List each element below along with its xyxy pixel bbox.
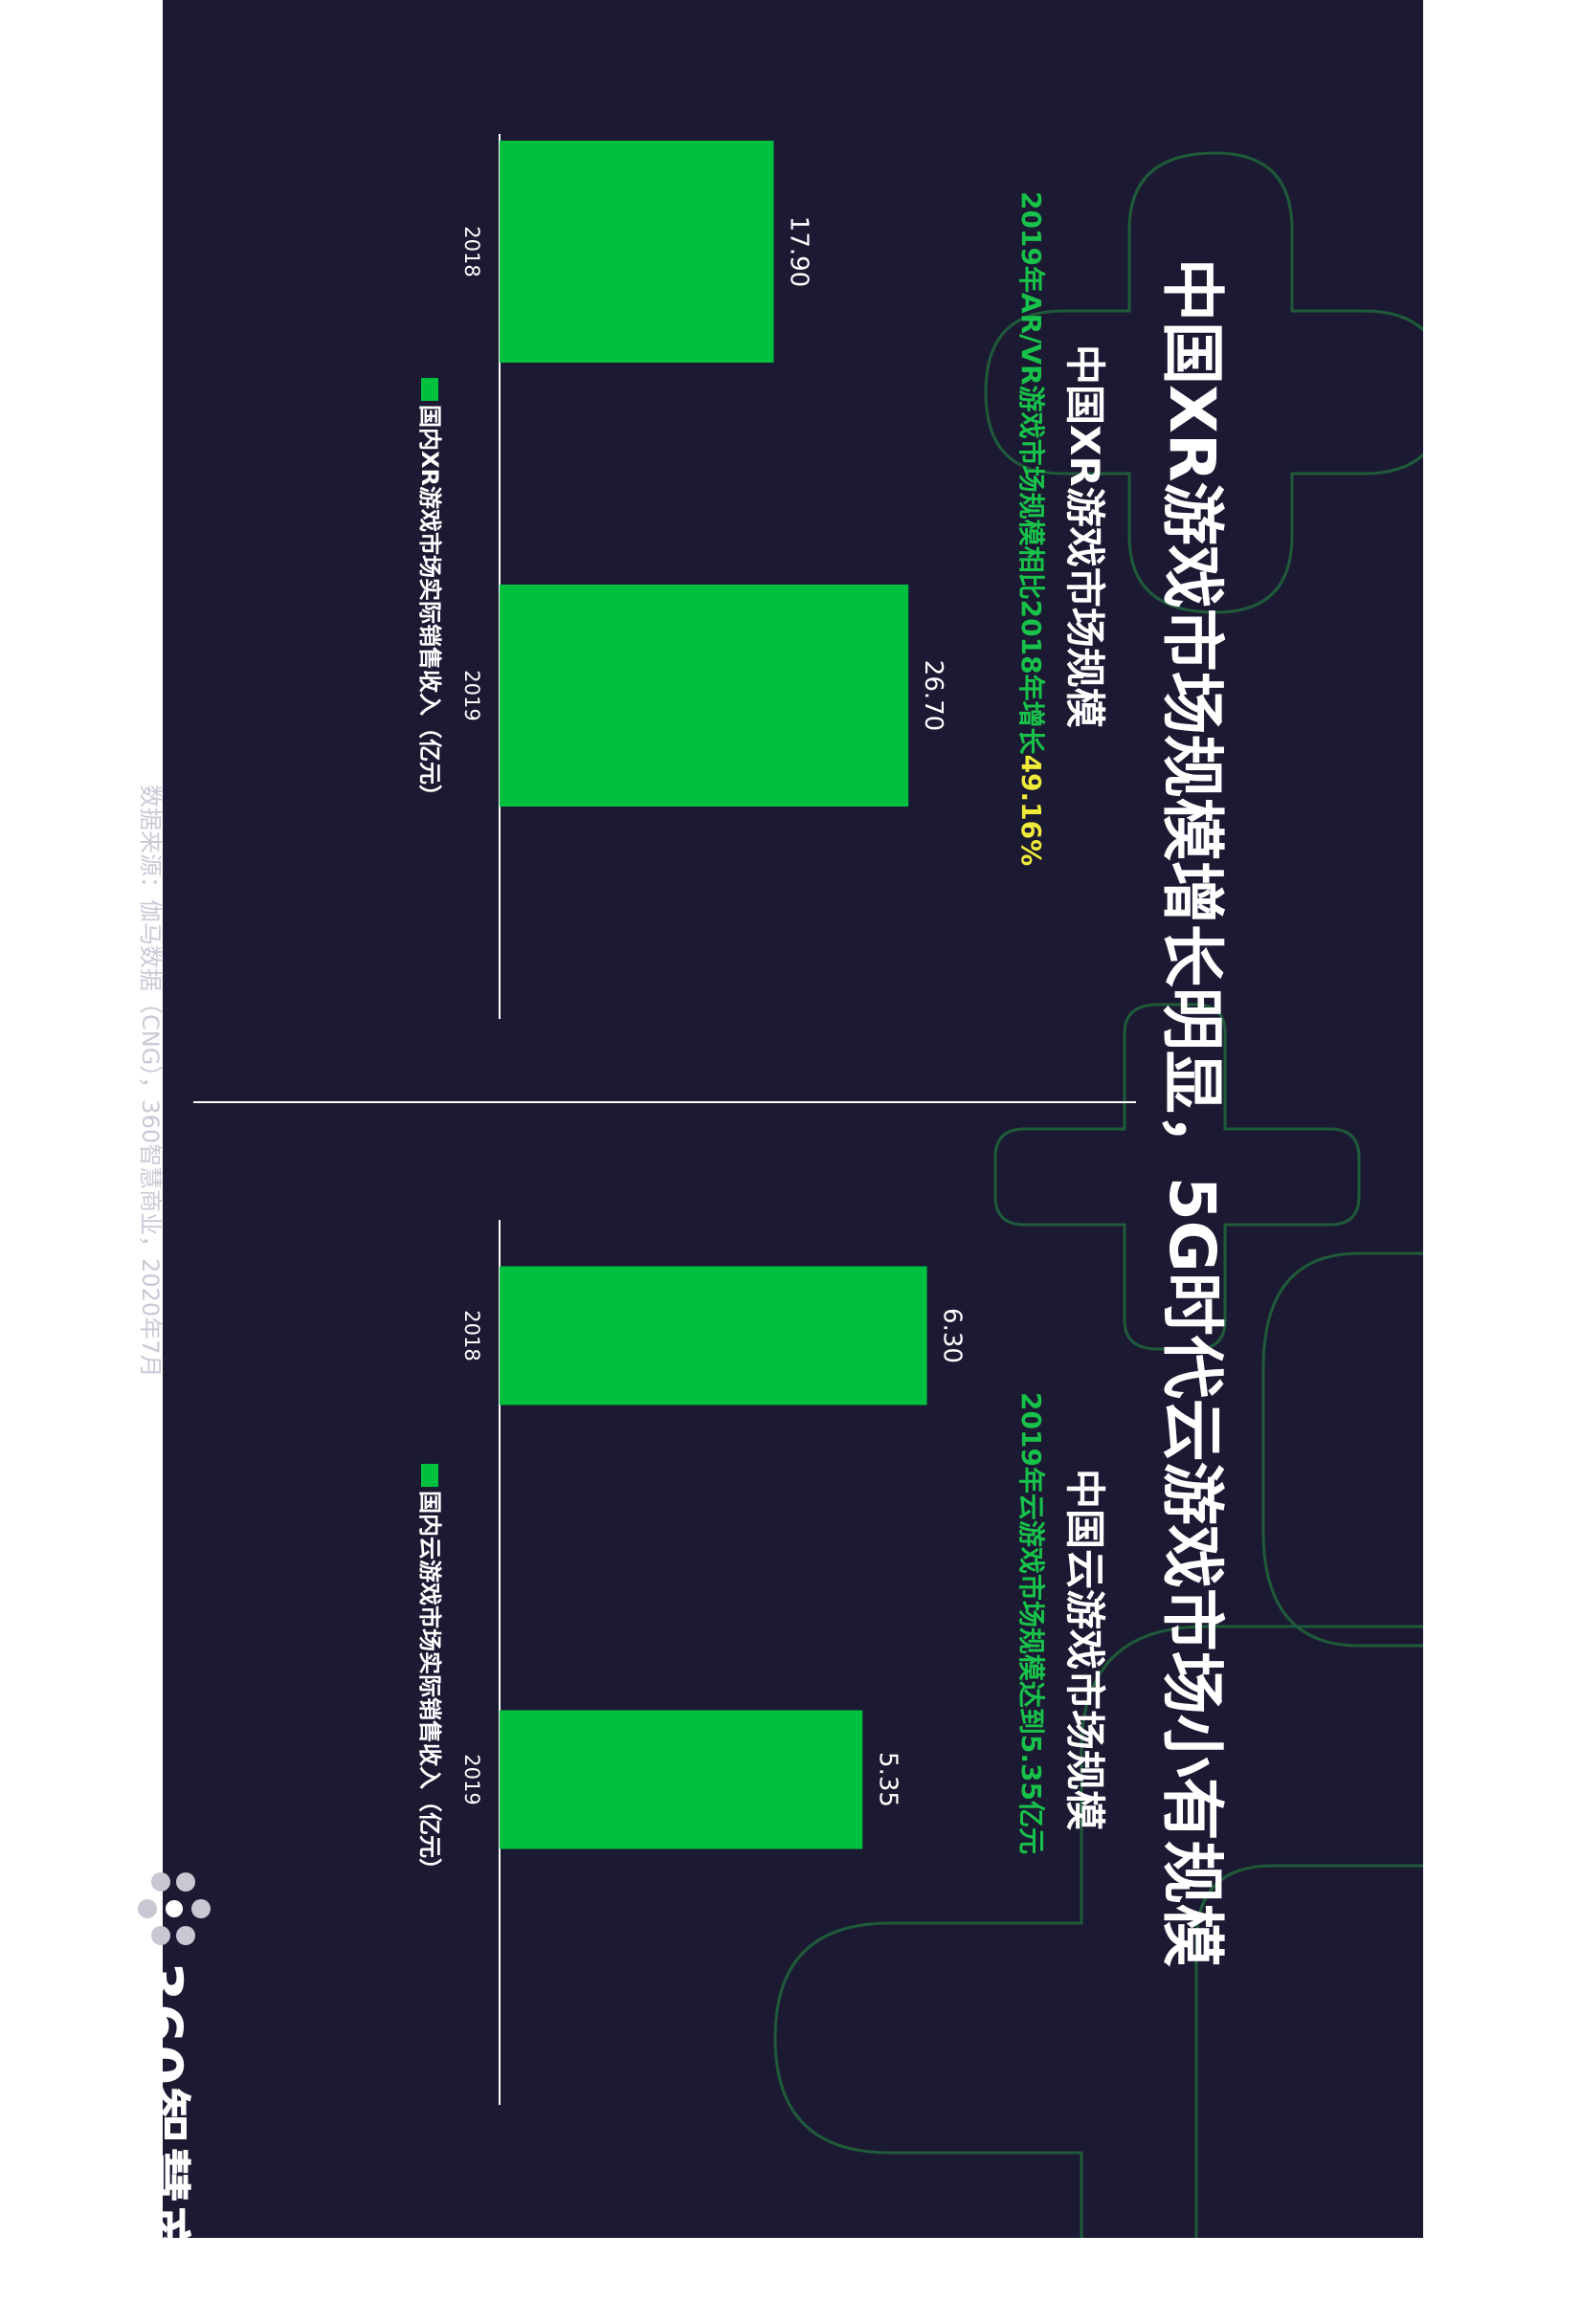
cloud-chart: 6.30 2018 5.35 2019 <box>460 1220 967 2105</box>
category-label: 2018 <box>460 226 483 277</box>
source-note: 数据来源：伽马数据（CNG），360智慧商业，2020年7月 <box>137 785 164 1378</box>
cloud-legend-swatch <box>421 1464 438 1487</box>
bar-2019 <box>500 585 909 807</box>
bar-2019 <box>500 1710 863 1849</box>
rotated-stage: 中国XR游戏市场规模增长明显，5G时代云游戏市场小有规模 中国XR游戏市场规模 … <box>137 134 1229 2105</box>
xr-chart: 17.90 2018 26.70 2019 <box>460 134 947 1019</box>
bar-2018 <box>500 1266 927 1405</box>
plus-decoration <box>773 151 1423 2238</box>
bar-value-label: 17.90 <box>784 216 813 287</box>
category-label: 2019 <box>460 670 483 720</box>
category-label: 2018 <box>460 1310 483 1361</box>
bar-value-label: 26.70 <box>919 660 947 731</box>
xr-legend: 国内XR游戏市场实际销售收入（亿元） <box>415 378 449 808</box>
bar-value-label: 5.35 <box>873 1752 902 1807</box>
charts-svg: 17.90 2018 26.70 2019 6.30 2018 5.35 2019 <box>193 134 1136 2105</box>
brand-name: 360智慧商业 <box>127 1961 194 2324</box>
brand-logo-icon <box>138 1872 211 1945</box>
dark-panel <box>163 0 1423 2238</box>
xr-legend-swatch <box>421 378 438 401</box>
bar-value-label: 6.30 <box>938 1308 967 1363</box>
bar-2018 <box>500 141 774 363</box>
cloud-legend: 国内云游戏市场实际销售收入（亿元） <box>415 1464 449 1881</box>
category-label: 2019 <box>460 1754 483 1804</box>
